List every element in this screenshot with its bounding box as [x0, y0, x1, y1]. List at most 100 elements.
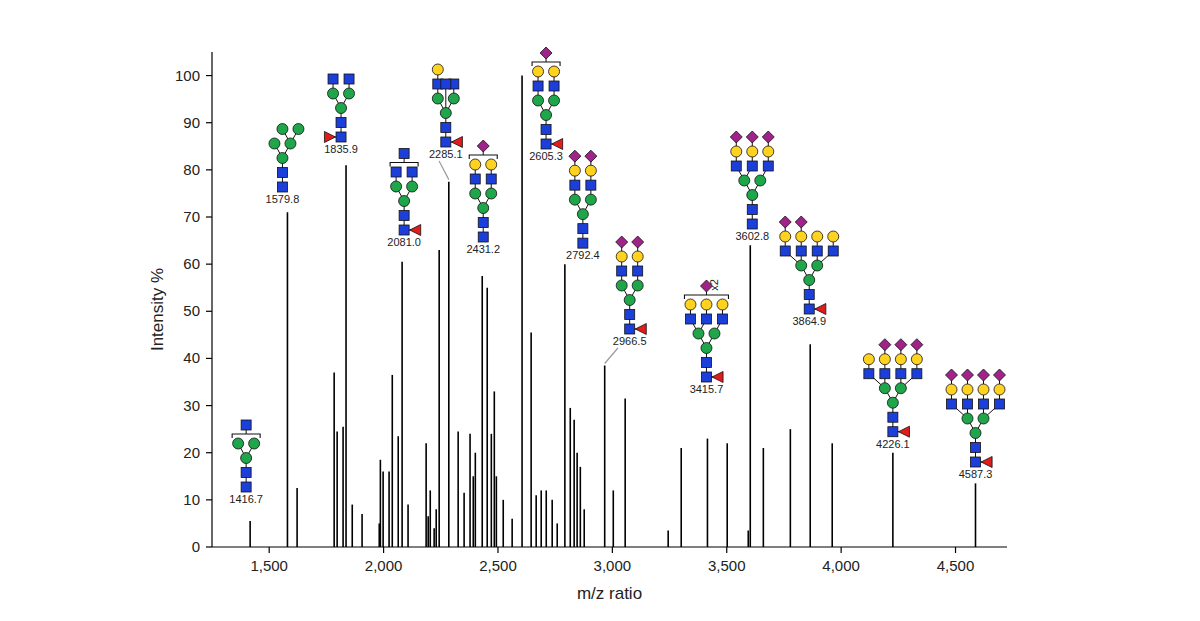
glcnac-symbol [780, 246, 790, 256]
glcnac-symbol [946, 399, 956, 409]
y-tick [206, 216, 212, 217]
peak-annotation: 1579.8 [266, 124, 304, 206]
mannose-symbol [569, 194, 580, 205]
glcnac-symbol [586, 180, 596, 190]
sialic-acid-symbol [795, 216, 807, 228]
peak [342, 427, 344, 547]
mannose-symbol [470, 188, 481, 199]
y-tick-label: 0 [192, 538, 200, 555]
peak [407, 505, 409, 547]
glcnac-symbol [828, 246, 838, 256]
galactose-symbol [962, 384, 973, 395]
galactose-symbol [780, 231, 791, 242]
glcnac-symbol [962, 399, 972, 409]
mannose-symbol [541, 110, 552, 121]
mannose-symbol [812, 260, 823, 271]
galactose-symbol [879, 354, 890, 365]
peak [535, 495, 537, 547]
peak [604, 366, 606, 548]
peak [573, 420, 575, 547]
glcnac-symbol [970, 457, 980, 467]
peak-label: 3415.7 [690, 383, 724, 395]
peak-annotation: 2431.2 [466, 140, 500, 255]
sialic-acid-symbol [540, 47, 552, 59]
peak-label: 2081.0 [387, 236, 421, 248]
glycan-links [238, 444, 254, 488]
peak-annotation: 2966.5 [613, 236, 647, 347]
glcnac-symbol [277, 168, 287, 178]
peak [551, 500, 553, 547]
peak [388, 472, 390, 547]
mannose-symbol [448, 93, 459, 104]
peak-label: 2792.4 [566, 249, 600, 261]
peak-annotation: 3864.9 [779, 216, 839, 327]
galactose-symbol [533, 66, 544, 77]
glcnac-symbol [336, 118, 346, 128]
glycan-bracket [532, 62, 560, 66]
peak-annotation: 1416.7 [229, 420, 263, 505]
fucose-symbol [552, 139, 563, 150]
mannose-symbol [285, 138, 296, 149]
peak [429, 490, 431, 547]
fucose-symbol [815, 304, 826, 315]
galactose-symbol [731, 146, 742, 157]
y-tick [206, 499, 212, 500]
mannose-symbol [616, 280, 627, 291]
mannose-symbol [549, 95, 560, 106]
fucose-symbol [451, 137, 462, 148]
galactose-symbol [701, 299, 712, 310]
peak [749, 245, 751, 547]
y-axis-title: Intensity % [148, 268, 167, 351]
peak [336, 432, 338, 548]
y-tick-label: 20 [183, 444, 200, 461]
peak [747, 531, 749, 548]
peak [667, 531, 669, 548]
peak-annotation: 3415.7 x2 [684, 279, 728, 395]
y-tick [206, 75, 212, 76]
mannose-symbol [978, 413, 989, 424]
galactose-symbol [549, 66, 560, 77]
y-tick-label: 40 [183, 349, 200, 366]
fucose-symbol [712, 372, 723, 383]
glycan-bracket [390, 163, 418, 167]
x-tick [841, 547, 842, 553]
mannose-symbol [739, 175, 750, 186]
peak [521, 76, 523, 547]
glycan-bracket [232, 434, 260, 438]
x-axis-line [212, 546, 1007, 547]
mannose-symbol [407, 181, 418, 192]
mannose-symbol [241, 453, 252, 464]
glcnac-symbol [541, 125, 551, 135]
mannose-symbol [962, 413, 973, 424]
y-tick-label: 70 [183, 208, 200, 225]
peaks [250, 76, 975, 547]
mannose-symbol [624, 295, 635, 306]
peak [382, 472, 384, 547]
galactose-symbol [717, 299, 728, 310]
galactose-symbol [828, 231, 839, 242]
chart: 01020304050607080901001,5002,0002,5003,0… [0, 0, 1200, 621]
sialic-acid-symbol [779, 216, 791, 228]
glcnac-symbol [888, 427, 898, 437]
peak [975, 483, 977, 547]
y-tick [206, 405, 212, 406]
peak-annotation: 4587.3 [945, 369, 1005, 480]
mannose-symbol [233, 438, 244, 449]
peak [564, 264, 566, 547]
glcnac-symbol [763, 161, 773, 171]
glcnac-symbol [570, 180, 580, 190]
y-tick [206, 358, 212, 359]
glcnac-symbol [880, 369, 890, 379]
sialic-acid-symbol [945, 369, 957, 381]
mannose-symbol [796, 260, 807, 271]
peak [397, 436, 399, 547]
glcnac-symbol [912, 369, 922, 379]
x-tick [383, 547, 384, 553]
mannose-symbol [336, 103, 347, 114]
peak [380, 460, 382, 547]
sialic-acid-symbol [762, 131, 774, 143]
glcnac-symbol [277, 182, 287, 192]
peak [438, 250, 440, 547]
multiplier-label: x2 [708, 279, 720, 291]
peak [624, 399, 626, 548]
